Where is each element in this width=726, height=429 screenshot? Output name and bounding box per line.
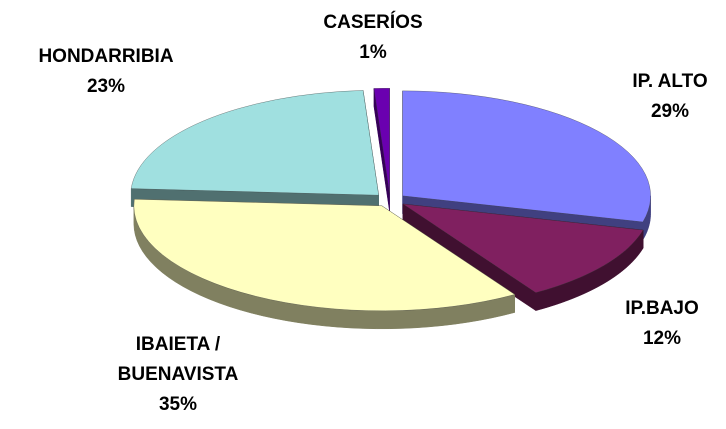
category-name: IBAIETA / BUENAVISTA: [117, 334, 239, 385]
slice: [402, 203, 644, 293]
category-name: IP. ALTO: [632, 71, 708, 92]
slice-label: HONDARRIBIA 23%: [0, 42, 216, 102]
slice-label: IP.BAJO 12%: [602, 294, 722, 354]
slice: [131, 90, 379, 196]
slice: [133, 199, 516, 311]
slice-label: CASERÍOS 1%: [293, 8, 453, 68]
percent-label: 23%: [86, 76, 126, 97]
category-name: HONDARRIBIA: [38, 46, 174, 67]
percent-label: 12%: [642, 328, 682, 349]
percent-label: 35%: [158, 394, 198, 415]
slice-label: IBAIETA / BUENAVISTA 35%: [83, 330, 273, 420]
slice: [402, 90, 651, 223]
pie-tops: [131, 88, 651, 311]
slice-label: IP. ALTO 29%: [610, 67, 726, 127]
category-name: IP.BAJO: [625, 298, 699, 319]
slice: [373, 88, 390, 194]
percent-label: 29%: [650, 101, 690, 122]
category-name: CASERÍOS: [323, 12, 423, 33]
percent-label: 1%: [359, 42, 387, 63]
